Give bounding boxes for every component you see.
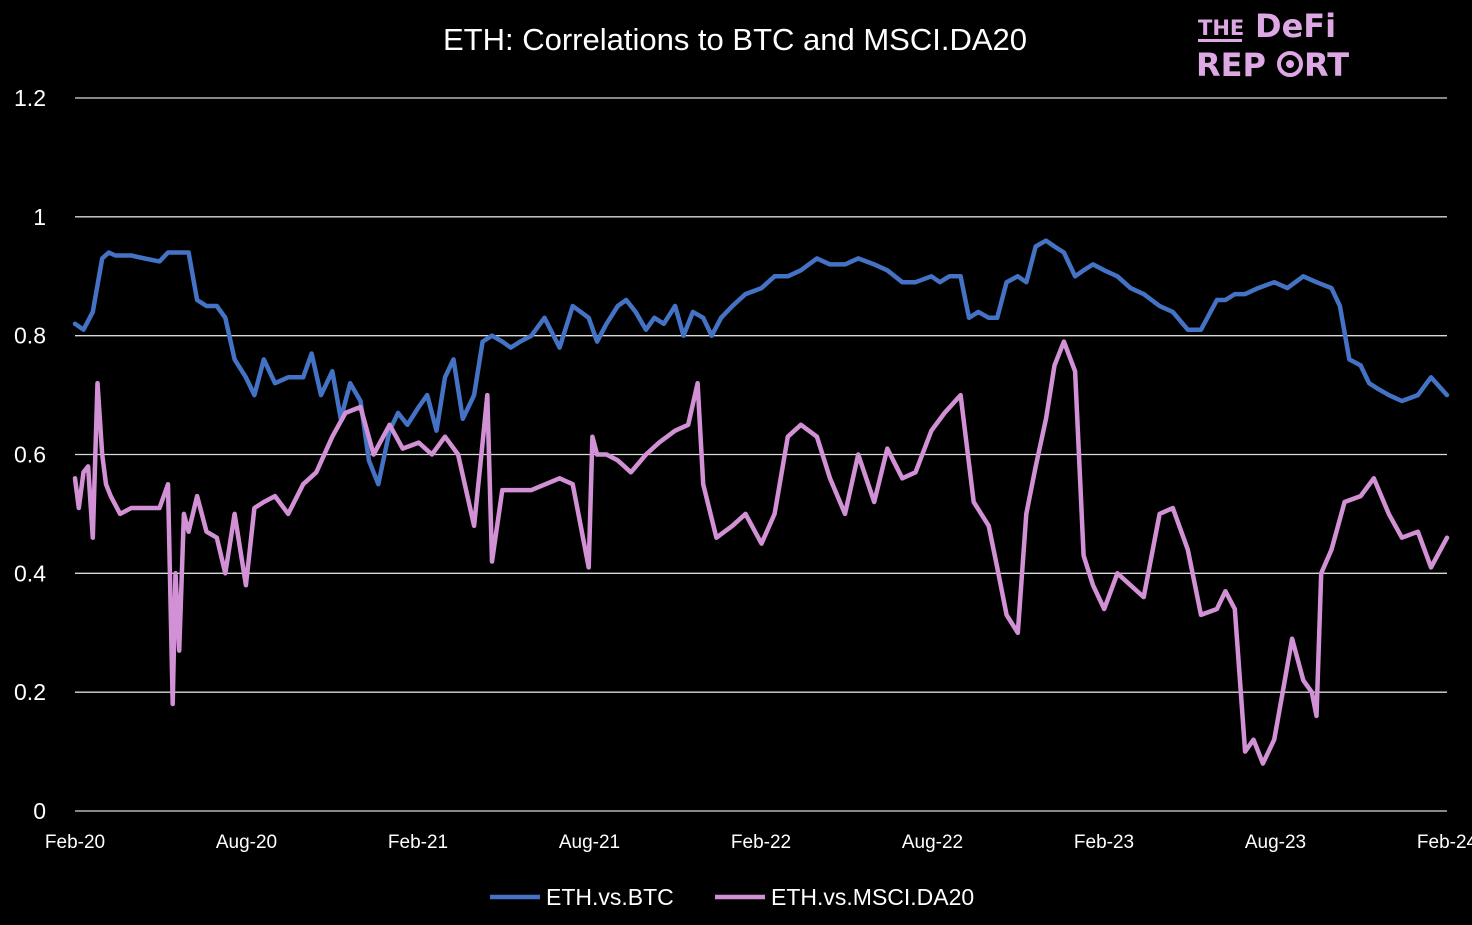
y-tick-label: 0.8 [14,323,46,349]
logo-report-text-right: RT [1304,46,1349,84]
y-axis-ticks: 0 0.2 0.4 0.6 0.8 1 1.2 [14,85,46,824]
x-tick-label: Feb-20 [45,832,105,853]
legend: ETH.vs.BTC ETH.vs.MSCI.DA20 [490,884,974,910]
chart-title: ETH: Correlations to BTC and MSCI.DA20 [443,22,1027,57]
legend-label-0: ETH.vs.BTC [546,884,674,910]
y-tick-label: 0.6 [14,442,46,468]
series-line-0 [72,238,1450,487]
x-tick-label: Aug-20 [216,832,277,853]
series-line-1 [72,339,1450,766]
y-tick-label: 0.4 [14,560,46,586]
target-icon [1277,51,1303,77]
logo: THE DeFi REP RT [1196,7,1349,84]
logo-underline [1198,39,1242,42]
x-axis-ticks: Feb-20 Aug-20 Feb-21 Aug-21 Feb-22 Aug-22 Feb-… [45,832,1472,853]
y-tick-label: 1 [33,204,46,230]
y-tick-label: 1.2 [14,85,46,111]
logo-defi-text: DeFi [1255,7,1336,45]
x-tick-label: Feb-23 [1074,832,1134,853]
y-tick-label: 0.2 [14,679,46,705]
x-tick-label: Feb-22 [731,832,791,853]
logo-the-text: THE [1198,16,1244,40]
y-tick-label: 0 [33,798,46,824]
series-lines [72,238,1450,766]
x-tick-label: Aug-21 [559,832,620,853]
gridlines [75,97,1447,812]
legend-label-1: ETH.vs.MSCI.DA20 [771,884,974,910]
x-tick-label: Aug-22 [902,832,963,853]
x-tick-label: Feb-24 [1417,832,1472,853]
x-tick-label: Feb-21 [388,832,448,853]
x-tick-label: Aug-23 [1245,832,1306,853]
logo-report-text-left: REP [1196,46,1266,84]
